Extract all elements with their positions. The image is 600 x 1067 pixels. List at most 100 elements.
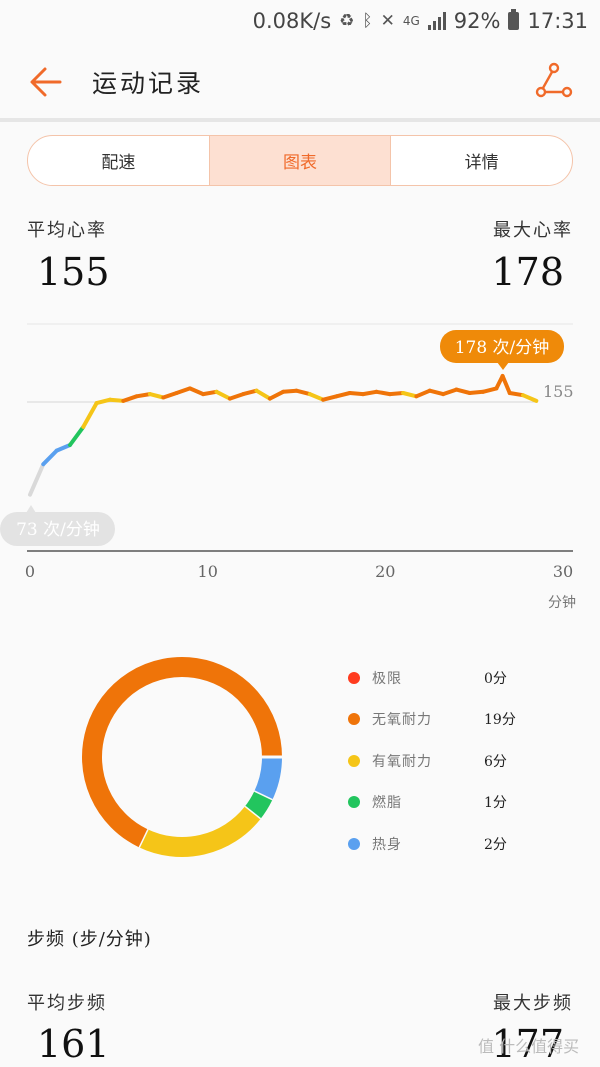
heart-rate-chart: 155 0 10 20 30 分钟 178 次/分钟 73 次/分钟 [0,323,576,611]
x-axis-unit: 分钟 [548,594,576,611]
heart-rate-segment [454,387,472,395]
x-tick-label: 0 [25,562,35,581]
avg-cadence-label: 平均步频 [27,993,107,1014]
heart-rate-line [28,374,539,497]
heart-rate-segment [281,388,299,394]
max-heart-rate-value: 178 [491,250,564,294]
heart-rate-segment [267,389,286,401]
battery-icon [508,9,520,30]
max-tooltip-bubble [440,330,564,363]
legend-value-aerobic: 6分 [484,754,507,770]
legend-value-fat-burn: 1分 [484,795,507,811]
max-tooltip-text: 178 次/分钟 [455,338,550,358]
min-tooltip-pointer [26,505,36,513]
bluetooth-icon: ᛒ [362,11,373,31]
legend-item-fat-burn: 燃脂 [348,790,402,814]
x-tick-label: 10 [198,562,218,581]
heart-rate-segment [227,392,246,401]
donut-arcs [82,657,282,857]
legend-dot-warmup [348,838,360,850]
min-heart-rate-tooltip: 73 次/分钟 [0,505,115,546]
mute-icon: ✕ [380,11,395,31]
max-heart-rate-tooltip: 178 次/分钟 [440,330,564,370]
legend-dot-aerobic [348,755,360,767]
legend-label: 极限 [372,671,402,687]
heart-rate-segment [161,391,179,400]
heart-rate-segment [441,387,459,397]
heart-rate-zone-donut [82,657,282,857]
view-tabs: 配速 图表 详情 [27,135,573,186]
network-type: 4G [402,14,420,28]
tab-details[interactable]: 详情 [464,153,499,173]
heart-rate-segment [134,392,152,399]
max-heart-rate-label: 最大心率 [493,220,573,241]
page-title: 运动记录 [92,69,205,98]
legend-item-limit: 极限 [348,666,402,690]
heart-rate-segment [174,386,192,395]
heart-rate-segment [427,388,446,397]
heart-rate-segment [54,443,72,453]
donut-slice [82,657,282,848]
heart-rate-segment [500,374,512,395]
max-cadence-value: 177 [491,1022,564,1066]
heart-rate-segment [307,392,326,402]
heart-rate-segment [347,391,366,397]
x-tick-label: 30 [553,562,573,581]
tab-chart[interactable]: 图表 [209,136,392,185]
heart-rate-segment [108,397,126,403]
avg-heart-rate-label: 平均心率 [27,220,107,241]
heart-rate-segment [147,392,166,400]
heart-rate-segment [521,393,539,403]
heart-rate-segment [414,388,432,399]
min-tooltip-text: 73 次/分钟 [16,520,100,540]
legend-label: 燃脂 [372,795,402,811]
arrow-left-icon[interactable] [26,62,66,102]
x-axis-ticks: 0 10 20 30 [25,562,573,581]
max-cadence-label: 最大步频 [493,993,573,1014]
cadence-section-title: 步频 (步/分钟) [27,929,152,950]
heart-rate-segment [254,388,272,401]
x-tick-label: 20 [375,562,395,581]
recycle-icon: ♻ [339,11,355,31]
heart-rate-segment [28,462,46,497]
heart-rate-segment [294,388,312,397]
legend-dot-anaerobic [348,713,360,725]
avg-cadence-value: 161 [37,1022,110,1066]
heart-rate-segment [81,401,99,429]
heart-rate-segment [401,391,419,399]
watermark: 值 什么值得买 [478,1037,580,1056]
legend-item-anaerobic: 无氧耐力 [348,707,432,731]
legend-label: 热身 [372,837,402,853]
heart-rate-segment [241,388,259,397]
heart-rate-segment [68,424,86,447]
heart-rate-segment [321,394,339,402]
heart-rate-segment [187,386,206,397]
heart-rate-segment [94,397,112,406]
legend-dot-limit [348,672,360,684]
heart-rate-segment [467,389,486,395]
heart-rate-segment [361,389,379,397]
status-bar: 0.08K/s ♻ ᛒ ✕ 4G 92% 17:31 [0,0,600,42]
heart-rate-segment [387,391,406,397]
legend-dot-fat-burn [348,796,360,808]
share-icon[interactable] [534,62,574,102]
legend-value-limit: 0分 [484,671,507,687]
signal-icon [427,12,446,30]
average-line-label: 155 [543,382,574,401]
donut-slice [244,791,273,820]
heart-rate-segment [374,389,392,397]
app-bar: 运动记录 [0,42,600,122]
heart-rate-segment [214,389,232,401]
legend-label: 无氧耐力 [372,712,432,728]
heart-rate-segment [481,386,499,394]
heart-rate-segment [121,394,139,403]
avg-heart-rate-value: 155 [37,250,110,294]
legend-item-aerobic: 有氧耐力 [348,749,432,773]
clock: 17:31 [527,9,588,33]
legend-value-warmup: 2分 [484,837,507,853]
legend-value-anaerobic: 19分 [484,712,516,728]
max-tooltip-pointer [497,362,509,370]
heart-rate-segment [41,448,59,467]
heart-rate-segment [201,389,219,397]
tab-pace[interactable]: 配速 [28,136,210,185]
